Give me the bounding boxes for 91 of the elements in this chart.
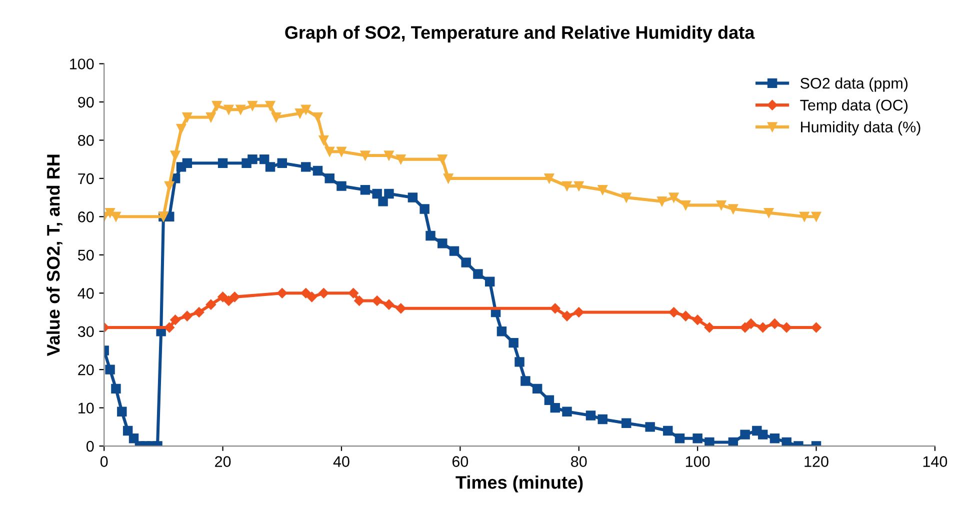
point bbox=[396, 303, 406, 314]
point bbox=[574, 307, 584, 318]
point bbox=[248, 100, 258, 111]
point bbox=[770, 318, 780, 329]
point bbox=[544, 174, 554, 184]
point bbox=[716, 200, 726, 210]
x-tick-label: 20 bbox=[215, 456, 231, 467]
point bbox=[236, 104, 246, 114]
point bbox=[443, 174, 454, 184]
point bbox=[306, 292, 317, 302]
point bbox=[384, 299, 394, 310]
point bbox=[598, 185, 608, 195]
x-tick-label: 0 bbox=[100, 456, 108, 467]
point bbox=[562, 310, 572, 322]
y-tick-label: 10 bbox=[78, 402, 94, 414]
y-tick-label: 50 bbox=[78, 250, 94, 261]
point bbox=[324, 146, 334, 157]
point bbox=[230, 292, 240, 302]
point bbox=[164, 181, 174, 191]
x-tick-label: 80 bbox=[571, 456, 587, 467]
point bbox=[336, 146, 346, 157]
point bbox=[354, 296, 364, 306]
x-tick-label: 100 bbox=[686, 456, 710, 467]
point bbox=[176, 124, 186, 134]
point bbox=[194, 307, 204, 318]
point bbox=[396, 154, 406, 164]
point bbox=[206, 299, 216, 310]
point bbox=[360, 150, 370, 160]
y-tick-label: 70 bbox=[78, 173, 94, 184]
point bbox=[300, 288, 311, 298]
point bbox=[206, 112, 216, 122]
point bbox=[224, 104, 234, 114]
point bbox=[301, 104, 311, 114]
point bbox=[692, 314, 703, 325]
x-tick-label: 40 bbox=[333, 456, 350, 467]
point bbox=[550, 303, 560, 314]
point bbox=[111, 212, 121, 222]
x-tick-label: 140 bbox=[923, 456, 948, 467]
point bbox=[212, 100, 222, 111]
point bbox=[348, 288, 358, 298]
point bbox=[164, 322, 174, 333]
x-tick-label: 120 bbox=[804, 456, 828, 467]
y-tick-label: 60 bbox=[78, 212, 94, 222]
point bbox=[182, 112, 192, 122]
point bbox=[800, 212, 810, 222]
point bbox=[811, 322, 822, 333]
x-axis-title: Times (minute) bbox=[456, 476, 583, 492]
point bbox=[680, 310, 691, 322]
point bbox=[265, 100, 276, 111]
y-axis-title: Value of SO2, T, and RH bbox=[46, 154, 62, 356]
point bbox=[811, 212, 822, 222]
point bbox=[746, 318, 756, 329]
point bbox=[384, 150, 394, 160]
point bbox=[668, 307, 679, 318]
y-tick-label: 30 bbox=[78, 326, 94, 338]
point bbox=[781, 322, 792, 333]
chart-title: Graph of SO2, Temperature and Relative Humidity data bbox=[285, 26, 755, 42]
y-tick-label: 40 bbox=[78, 288, 94, 299]
point bbox=[271, 112, 282, 122]
point bbox=[318, 288, 329, 298]
point bbox=[170, 150, 180, 160]
point bbox=[574, 181, 584, 191]
legend-label: Humidity data (%) bbox=[801, 121, 920, 136]
point bbox=[758, 322, 768, 333]
point bbox=[668, 192, 679, 202]
point bbox=[312, 112, 323, 122]
point bbox=[764, 208, 774, 218]
point bbox=[657, 196, 667, 206]
point bbox=[562, 181, 572, 191]
point bbox=[277, 288, 288, 298]
y-tick-label: 20 bbox=[78, 364, 94, 376]
y-tick-label: 100 bbox=[70, 58, 94, 70]
point bbox=[372, 296, 382, 306]
y-tick-label: 0 bbox=[86, 440, 94, 452]
point bbox=[224, 296, 234, 306]
point bbox=[704, 322, 715, 333]
point bbox=[170, 314, 180, 325]
point bbox=[728, 204, 738, 214]
x-tick-label: 60 bbox=[452, 456, 468, 467]
point bbox=[182, 310, 192, 322]
point bbox=[318, 135, 329, 146]
point bbox=[218, 292, 228, 302]
point bbox=[680, 200, 691, 210]
point bbox=[105, 208, 115, 218]
point bbox=[621, 192, 632, 202]
point bbox=[438, 154, 448, 164]
y-tick-label: 80 bbox=[78, 135, 94, 146]
point bbox=[740, 322, 750, 333]
legend-label: Temp data (OC) bbox=[800, 99, 908, 114]
y-tick-label: 90 bbox=[78, 96, 94, 108]
legend-label: SO2 data (ppm) bbox=[800, 77, 908, 92]
